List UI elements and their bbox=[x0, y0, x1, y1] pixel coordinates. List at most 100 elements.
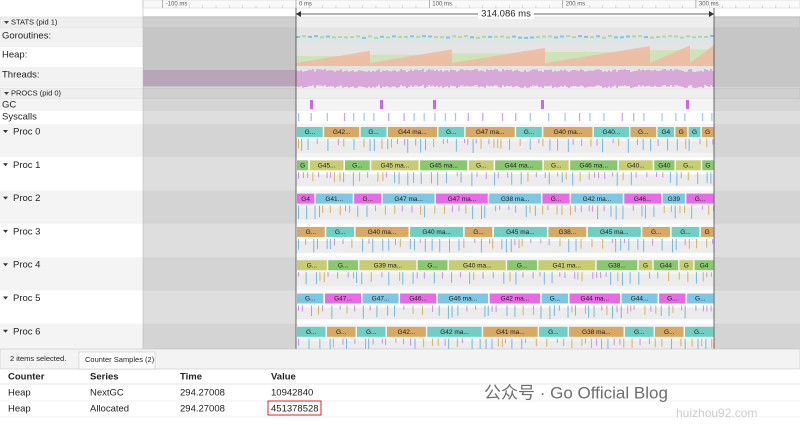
event-tick bbox=[431, 338, 433, 346]
goroutine-slice bbox=[297, 293, 324, 304]
threads-bar bbox=[436, 69, 438, 86]
tab[interactable] bbox=[78, 351, 156, 370]
goroutine-slice bbox=[489, 193, 541, 204]
goroutines-bar bbox=[392, 35, 396, 38]
panel-bar bbox=[0, 348, 800, 370]
syscall-event bbox=[326, 113, 328, 121]
slice-label: G... bbox=[366, 329, 377, 336]
threads-bar bbox=[368, 70, 370, 87]
threads-bar bbox=[690, 69, 692, 86]
event-tick bbox=[419, 238, 421, 244]
threads-bar bbox=[332, 70, 334, 87]
event-tick bbox=[549, 305, 551, 320]
event-tick bbox=[337, 272, 339, 279]
event-tick bbox=[314, 205, 316, 219]
event-tick bbox=[671, 238, 673, 253]
event-tick bbox=[646, 172, 648, 178]
goroutine-slice bbox=[297, 127, 323, 137]
ruler-label: 100 ms bbox=[432, 2, 452, 8]
event-tick bbox=[368, 238, 370, 244]
threads-bar bbox=[512, 71, 514, 88]
event-tick bbox=[581, 139, 583, 146]
slice-label: G40 bbox=[658, 163, 671, 170]
event-tick bbox=[365, 338, 367, 352]
slice-label: G45... bbox=[318, 163, 336, 170]
threads-bar bbox=[654, 69, 656, 86]
event-tick bbox=[623, 238, 625, 244]
slice-label: G47 ma... bbox=[476, 129, 505, 136]
event-tick bbox=[423, 205, 425, 218]
threads-bar bbox=[450, 69, 452, 86]
event-tick bbox=[596, 139, 598, 146]
threads-bar bbox=[334, 71, 336, 88]
threads-bar bbox=[410, 69, 412, 86]
goroutine-slice bbox=[507, 260, 537, 271]
event-tick bbox=[354, 338, 356, 344]
selection-count: 2 items selected. bbox=[10, 354, 66, 363]
event-tick bbox=[423, 338, 425, 348]
syscall-event bbox=[403, 113, 405, 121]
goroutines-bar bbox=[440, 36, 444, 39]
threads-bar bbox=[432, 69, 434, 86]
event-tick bbox=[616, 172, 618, 186]
threads-bar bbox=[366, 71, 368, 88]
event-tick bbox=[339, 205, 341, 216]
event-tick bbox=[395, 338, 397, 343]
threads-bar bbox=[310, 70, 312, 87]
event-tick bbox=[461, 338, 463, 343]
threads-bar bbox=[518, 70, 520, 87]
syscall-event bbox=[564, 113, 566, 121]
event-tick bbox=[622, 172, 624, 181]
section-title: STATS (pid 1) bbox=[11, 17, 58, 26]
event-tick bbox=[706, 139, 708, 148]
syscall-event bbox=[363, 113, 365, 121]
goroutine-slice bbox=[356, 326, 386, 337]
event-tick bbox=[298, 338, 299, 346]
heap-alloc bbox=[650, 45, 690, 66]
table-cell: 294.27008 bbox=[180, 404, 225, 415]
event-tick bbox=[559, 238, 561, 247]
event-tick bbox=[507, 172, 509, 178]
goroutines-bar bbox=[536, 36, 540, 39]
goroutines-bar bbox=[386, 36, 390, 39]
event-tick bbox=[605, 272, 607, 277]
threads-bar bbox=[412, 71, 414, 88]
event-tick bbox=[669, 172, 671, 183]
threads-bar bbox=[318, 69, 320, 86]
event-tick bbox=[497, 139, 499, 148]
event-tick bbox=[476, 172, 478, 177]
threads-bar bbox=[636, 70, 638, 87]
event-tick bbox=[590, 139, 592, 147]
event-tick bbox=[432, 305, 434, 312]
row-label: Syscalls bbox=[2, 112, 37, 123]
slice-label: G41 ma... bbox=[553, 262, 582, 269]
event-tick bbox=[627, 139, 629, 153]
goroutine-slice bbox=[694, 260, 714, 271]
event-tick bbox=[323, 272, 325, 283]
event-tick bbox=[543, 272, 545, 285]
goroutines-bar bbox=[500, 35, 504, 38]
event-tick bbox=[466, 305, 468, 312]
threads-bar bbox=[444, 70, 446, 87]
slice-label: G44... bbox=[631, 296, 649, 303]
goroutines-bar bbox=[422, 35, 426, 38]
gc-event bbox=[433, 100, 436, 109]
event-tick bbox=[668, 272, 670, 281]
goroutine-slice bbox=[701, 127, 714, 137]
slice-label: G44 ma... bbox=[398, 129, 427, 136]
tab-label[interactable]: Counter Samples (2) bbox=[85, 355, 155, 364]
event-tick bbox=[404, 139, 406, 146]
event-tick bbox=[655, 305, 657, 314]
event-tick bbox=[382, 172, 384, 182]
threads-bar bbox=[640, 70, 642, 87]
event-tick bbox=[633, 305, 635, 310]
threads-bar bbox=[386, 70, 388, 87]
threads-bar bbox=[420, 69, 422, 86]
goroutine-slice bbox=[386, 326, 426, 337]
goroutines-bar bbox=[584, 35, 588, 38]
goroutine-slice bbox=[543, 160, 569, 171]
event-tick bbox=[571, 305, 573, 313]
section-header bbox=[0, 16, 800, 29]
syscall-event bbox=[388, 113, 390, 121]
